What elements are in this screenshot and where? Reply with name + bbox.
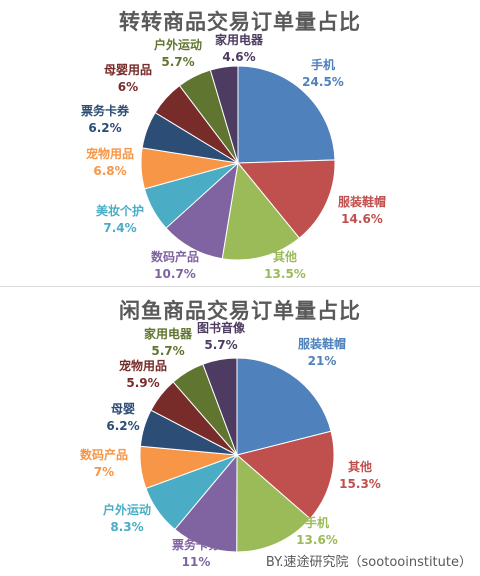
slice-label-value: 8.3% [110, 520, 144, 534]
pie-slice [237, 65, 336, 164]
pie-slice [221, 161, 301, 261]
slice-label-value: 7.4% [103, 221, 137, 235]
chart-title: 转转商品交易订单量占比 [119, 10, 361, 34]
slice-label-name: 数码产品 [150, 250, 200, 264]
slice-label: 其他 13.5% [264, 249, 306, 283]
pie-chart-zhuanzhuan: 转转商品交易订单量占比 手机 24.5% 服装鞋帽 14.6% 其他 13.5% 数码产品 1… [0, 0, 480, 286]
slice-label-value: 5.9% [126, 376, 160, 390]
pie-chart-xianyu: 闲鱼商品交易订单量占比 服装鞋帽 21% 其他 15.3% 手机 13.6% 票务卡券 11%… [0, 287, 480, 576]
slice-label-name: 图书音像 [196, 321, 246, 335]
slice-label-name: 美妆个护 [95, 204, 145, 218]
slice-label-name: 宠物用品 [85, 147, 135, 161]
slice-label-name: 户外运动 [153, 38, 203, 52]
slice-label-value: 6.2% [88, 121, 122, 135]
slice-label: 其他 15.3% [339, 459, 381, 493]
slice-label: 户外运动 8.3% [103, 502, 151, 536]
divider [0, 286, 480, 287]
slice-label-value: 4.6% [222, 50, 256, 64]
slice-label-name: 户外运动 [102, 503, 152, 517]
slice-label-name: 其他 [272, 250, 298, 264]
slice-label: 图书音像 5.7% [197, 320, 245, 354]
slice-label-value: 14.6% [341, 212, 383, 226]
slice-label: 手机 13.6% [296, 515, 338, 549]
pie-slice [236, 453, 311, 553]
slice-label-name: 服装鞋帽 [297, 337, 347, 351]
slice-label: 宠物用品 6.8% [86, 146, 134, 180]
slice-label-value: 5.7% [151, 344, 185, 358]
slice-label: 服装鞋帽 14.6% [338, 194, 386, 228]
slice-label-value: 24.5% [302, 75, 344, 89]
pie-slice [202, 357, 238, 456]
slice-label-value: 5.7% [204, 338, 238, 352]
slice-label-value: 6.8% [93, 164, 127, 178]
pie-slice [174, 453, 238, 553]
slice-label: 户外运动 5.7% [154, 37, 202, 71]
slice-label-name: 票务卡券 [80, 104, 130, 118]
chart-title: 闲鱼商品交易订单量占比 [119, 299, 361, 323]
slice-label: 数码产品 7% [80, 447, 128, 481]
slice-label: 票务卡券 6.2% [81, 103, 129, 137]
slice-label-value: 15.3% [339, 477, 381, 491]
slice-label-name: 家用电器 [143, 327, 193, 341]
pie-slice [209, 65, 239, 164]
slice-label-name: 母婴用品 [103, 63, 153, 77]
slice-label: 票务卡券 11% [172, 537, 220, 571]
slice-label: 服装鞋帽 21% [298, 336, 346, 370]
slice-label: 宠物用品 5.9% [119, 358, 167, 392]
pie-slice [236, 159, 336, 239]
pie-slice [236, 357, 332, 456]
slice-label: 母婴 6.2% [106, 401, 139, 435]
slice-label-value: 13.5% [264, 267, 306, 281]
slice-label-value: 13.6% [296, 533, 338, 547]
slice-label-name: 手机 [304, 516, 330, 530]
slice-label-name: 数码产品 [79, 448, 129, 462]
slice-label: 数码产品 10.7% [151, 249, 199, 283]
slice-label-name: 票务卡券 [171, 538, 221, 552]
slice-label-value: 6% [117, 80, 139, 94]
slice-label: 家用电器 4.6% [215, 32, 263, 66]
slice-label-value: 11% [181, 555, 211, 569]
slice-label-value: 6.2% [106, 419, 140, 433]
slice-label-name: 家用电器 [214, 33, 264, 47]
slice-label-value: 5.7% [161, 55, 195, 69]
pie-svg [139, 357, 335, 553]
pie-svg [140, 65, 336, 261]
slice-label-name: 其他 [347, 460, 373, 474]
slice-label-value: 21% [307, 354, 337, 368]
slice-label: 母婴用品 6% [104, 62, 152, 96]
slice-label-name: 手机 [310, 58, 336, 72]
slice-label-name: 服装鞋帽 [337, 195, 387, 209]
slice-label: 手机 24.5% [302, 57, 344, 91]
pie-slice [235, 430, 335, 520]
slice-label: 美妆个护 7.4% [96, 203, 144, 237]
slice-label-value: 10.7% [154, 267, 196, 281]
slice-label: 家用电器 5.7% [144, 326, 192, 360]
slice-label-value: 7% [93, 465, 115, 479]
slice-label-name: 母婴 [110, 402, 135, 416]
source-credit: BY.速途研究院（sootooinstitute） [265, 555, 472, 570]
slice-label-name: 宠物用品 [118, 359, 168, 373]
